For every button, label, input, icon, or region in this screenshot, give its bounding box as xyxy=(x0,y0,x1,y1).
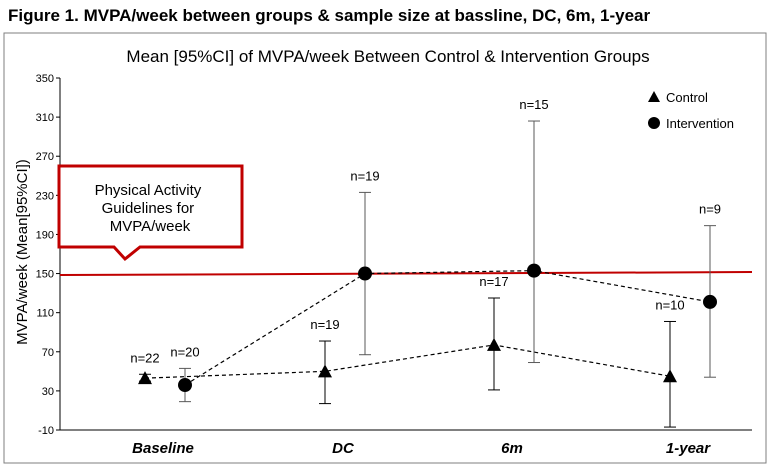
series-line-intervention xyxy=(184,270,711,386)
chart-title: Mean [95%CI] of MVPA/week Between Contro… xyxy=(126,47,649,66)
sample-size-label: n=15 xyxy=(519,97,548,112)
y-tick-label: 110 xyxy=(36,308,54,320)
sample-size-labels: n=22 n=19 n=17 n=10 n=20 n=19 n=15 n=9 xyxy=(130,97,721,365)
x-tick-label: Baseline xyxy=(132,440,194,457)
x-tick-label: 1-year xyxy=(666,440,711,457)
x-tick-label: DC xyxy=(332,440,355,457)
data-markers xyxy=(138,263,717,393)
legend-label: Intervention xyxy=(666,116,734,131)
callout-text: Physical Activity Guidelines for MVPA/we… xyxy=(95,182,206,235)
sample-size-label: n=19 xyxy=(310,317,339,332)
sample-size-label: n=9 xyxy=(699,202,721,217)
control-marker xyxy=(663,369,677,383)
y-tick-label: 270 xyxy=(36,151,54,163)
y-tick-label: 70 xyxy=(42,347,54,359)
legend-label: Control xyxy=(666,90,708,105)
callout-line-3: MVPA/week xyxy=(110,218,191,235)
intervention-marker xyxy=(358,266,372,281)
guideline-line xyxy=(59,271,753,277)
figure-title: Figure 1. MVPA/week between groups & sam… xyxy=(8,6,651,25)
intervention-marker xyxy=(527,263,541,278)
control-marker xyxy=(138,371,152,385)
sample-size-label: n=17 xyxy=(479,274,508,289)
legend: Control Intervention xyxy=(648,90,734,131)
control-marker xyxy=(318,364,332,378)
callout-line-1: Physical Activity xyxy=(95,182,202,199)
series-lines xyxy=(144,270,711,386)
sample-size-label: n=10 xyxy=(655,297,684,312)
y-tick-label: 190 xyxy=(36,229,54,241)
callout-line-2: Guidelines for xyxy=(102,200,195,217)
intervention-marker xyxy=(178,378,192,393)
sample-size-label: n=20 xyxy=(170,344,199,359)
guideline xyxy=(59,271,753,277)
y-tick-label: 30 xyxy=(42,386,54,398)
guideline-callout: Physical Activity Guidelines for MVPA/we… xyxy=(57,164,244,262)
y-tick-label: 350 xyxy=(36,73,54,85)
x-tick-label: 6m xyxy=(501,440,523,457)
x-axis: Baseline DC 6m 1-year xyxy=(60,429,752,457)
legend-intervention-marker xyxy=(648,117,660,129)
callout-box xyxy=(57,164,244,262)
legend-control-marker xyxy=(648,91,660,102)
y-tick-label: 310 xyxy=(36,112,54,124)
control-marker xyxy=(487,337,501,351)
y-axis: -10 30 70 110 150 190 230 270 310 350 xyxy=(36,73,61,437)
intervention-marker xyxy=(703,294,717,309)
y-tick-label: 150 xyxy=(36,269,54,281)
y-axis-label: MVPA/week (Mean[95%CI]) xyxy=(14,159,31,345)
y-tick-label: -10 xyxy=(38,425,54,437)
y-tick-label: 230 xyxy=(36,190,54,202)
sample-size-label: n=19 xyxy=(350,168,379,183)
sample-size-label: n=22 xyxy=(130,350,159,365)
